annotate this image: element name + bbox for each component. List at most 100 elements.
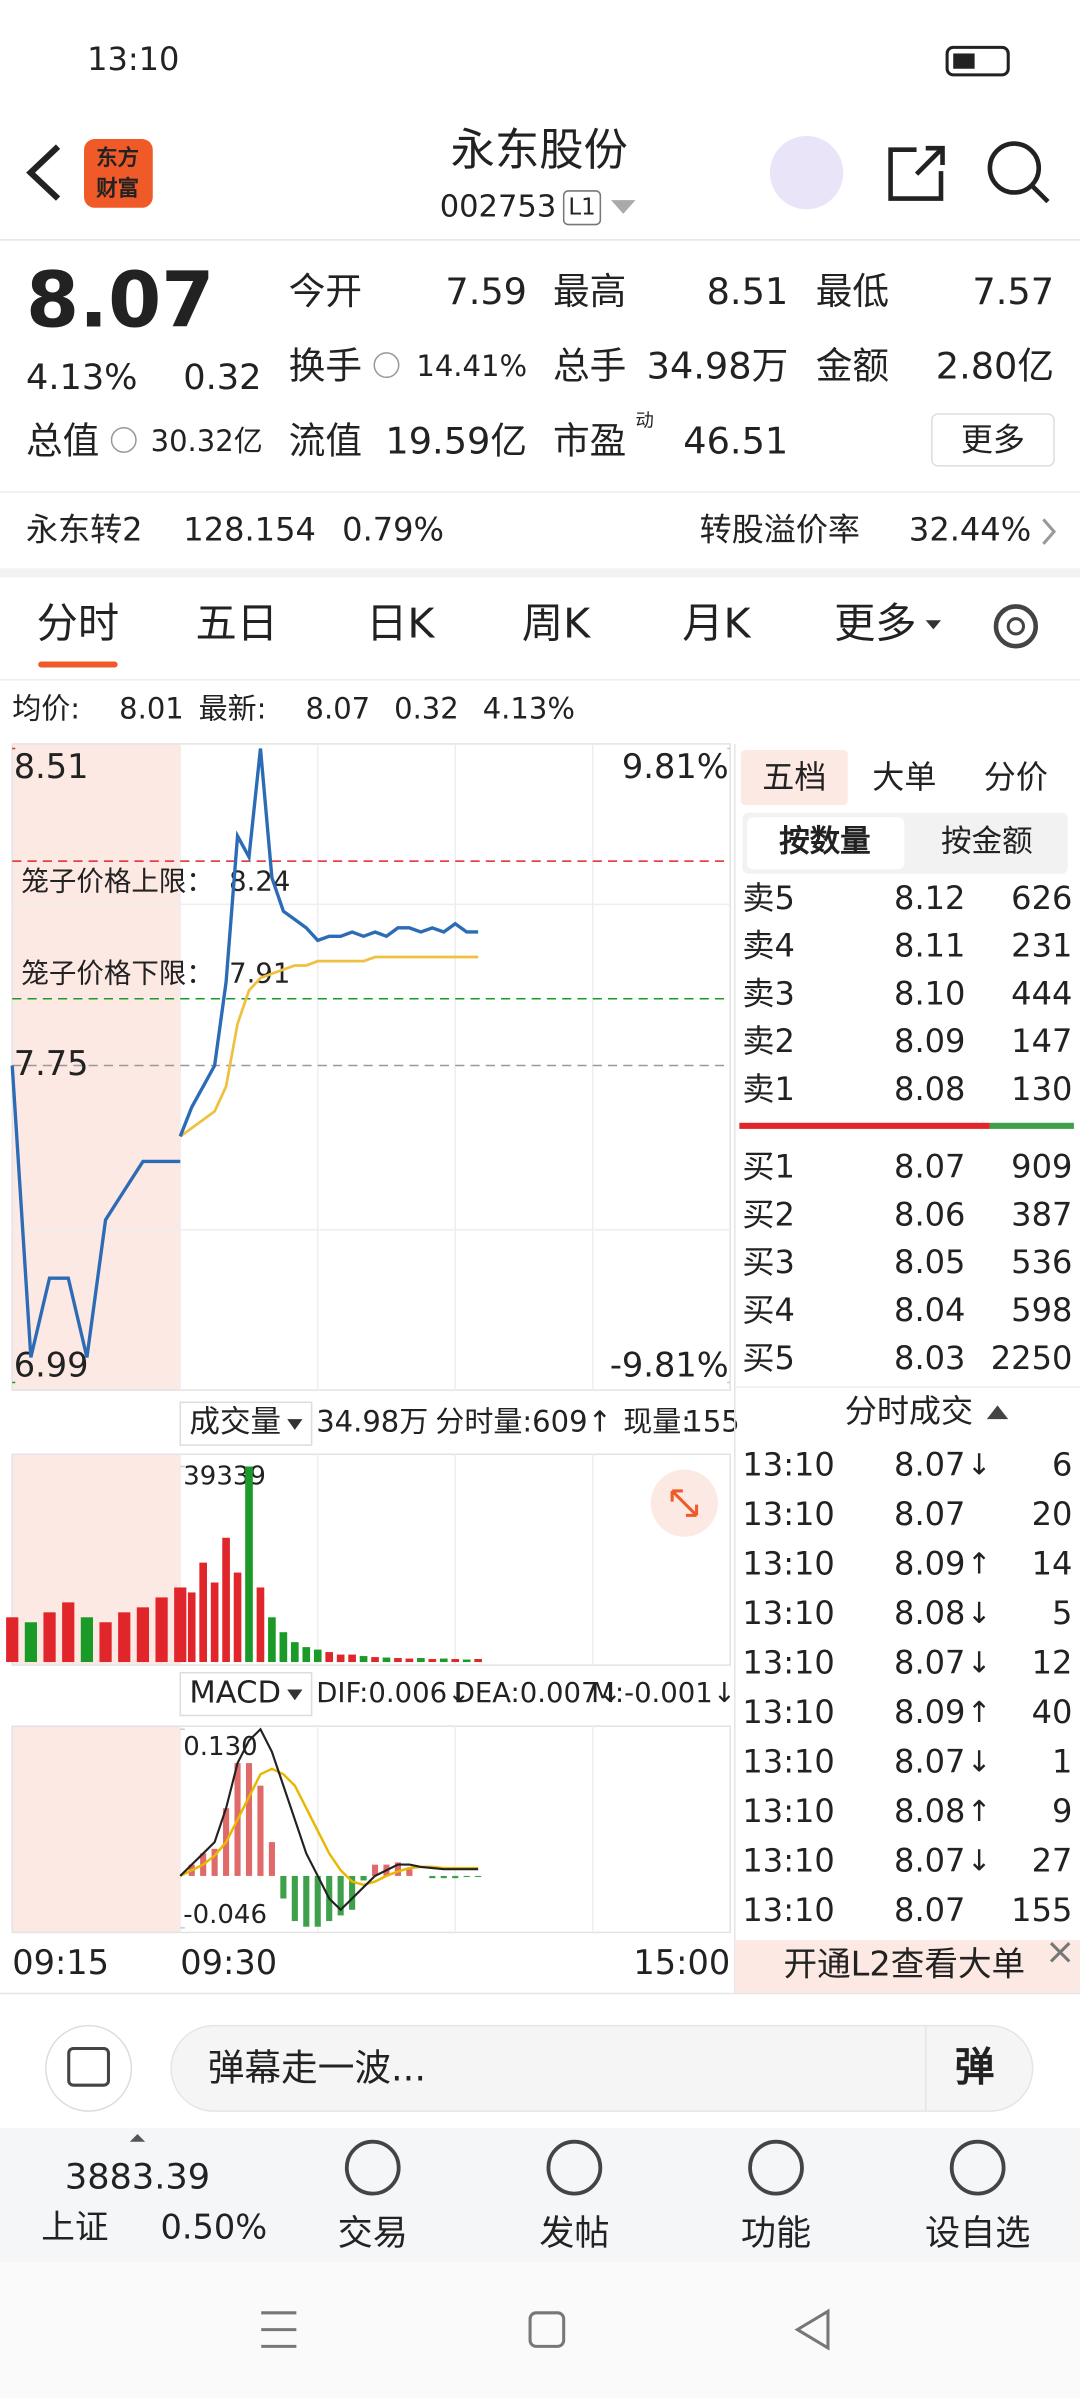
- trade-price: 8.08: [894, 1792, 965, 1830]
- nav-item[interactable]: 功能: [741, 2213, 811, 2254]
- volume-bar: [80, 1617, 94, 1663]
- menu-key[interactable]: [261, 2311, 297, 2348]
- logo-text: 东方: [96, 145, 139, 171]
- macd-label[interactable]: MACD: [189, 1676, 281, 1711]
- comment-icon[interactable]: [45, 2024, 133, 2112]
- settings-hole: [1006, 617, 1026, 636]
- book-qty: 626: [1011, 879, 1072, 917]
- tab[interactable]: 月K: [682, 599, 751, 647]
- book-tab[interactable]: 五档: [762, 758, 826, 796]
- volume-bar: [325, 1652, 334, 1663]
- chart-frame: [11, 1453, 731, 1666]
- book-price: 8.04: [894, 1291, 965, 1329]
- level-box: [562, 190, 602, 226]
- price: 8.07: [26, 257, 214, 346]
- macd-bar: [394, 1862, 401, 1876]
- info-icon: [110, 426, 137, 453]
- trade-time: 13:10: [742, 1693, 834, 1731]
- tab[interactable]: 周K: [522, 599, 591, 647]
- index-change[interactable]: 0.50%: [160, 2207, 267, 2246]
- volume-bar: [43, 1612, 56, 1663]
- sort-arrow: [986, 1405, 1009, 1420]
- book-price: 8.03: [894, 1339, 965, 1377]
- field-label: 市盈: [553, 420, 626, 463]
- trade-time: 13:10: [742, 1445, 834, 1483]
- nav-icon: [748, 2139, 804, 2196]
- sub-tab[interactable]: 按金额: [941, 825, 1033, 860]
- book-price: 8.07: [894, 1148, 965, 1186]
- volume-bar: [417, 1658, 425, 1663]
- more-button-text[interactable]: 更多: [961, 420, 1025, 458]
- macd-bar: [291, 1875, 298, 1922]
- trade-qty: 12: [1032, 1643, 1073, 1681]
- book-qty: 909: [1011, 1148, 1072, 1186]
- trade-arrow: ↑: [967, 1546, 991, 1580]
- y-tick-label: 7.75: [14, 1044, 89, 1083]
- back-button[interactable]: [26, 144, 61, 201]
- volume-bar: [176, 1602, 185, 1663]
- volume-bar: [382, 1657, 391, 1663]
- index-value[interactable]: 3883.39: [65, 2156, 210, 2197]
- banner-text[interactable]: 开通L2查看大单: [784, 1945, 1026, 1984]
- robot-icon[interactable]: [769, 135, 844, 210]
- close-icon[interactable]: [1049, 1942, 1071, 1963]
- y-tick-label: -0.046: [183, 1900, 267, 1930]
- comment-glyph: [67, 2046, 110, 2087]
- tab[interactable]: 分时: [37, 599, 119, 647]
- volume-bar: [359, 1656, 368, 1663]
- macd-bar: [475, 1875, 482, 1878]
- book-tab[interactable]: 分价: [984, 758, 1048, 796]
- volume-bar: [394, 1658, 402, 1663]
- volume-bar: [6, 1617, 19, 1663]
- comment-placeholder[interactable]: 弹幕走一波...: [208, 2046, 426, 2089]
- book-qty: 536: [1011, 1243, 1072, 1281]
- tab[interactable]: 日K: [366, 599, 435, 647]
- index-name[interactable]: 上证: [41, 2207, 108, 2246]
- trade-time: 13:10: [742, 1742, 834, 1780]
- tab[interactable]: 更多: [834, 599, 916, 647]
- volume-bar: [405, 1658, 414, 1663]
- trade-price: 8.07: [894, 1495, 965, 1533]
- volume-label[interactable]: 成交量: [189, 1405, 281, 1440]
- nav-item[interactable]: 交易: [338, 2213, 408, 2254]
- book-price: 8.12: [894, 879, 965, 917]
- avg-line: [179, 955, 479, 1138]
- field-value: 34.98万: [647, 345, 789, 388]
- book-label: 买4: [742, 1291, 794, 1329]
- volume-bar: [187, 1592, 196, 1663]
- book-price: 8.05: [894, 1243, 965, 1281]
- book-price: 8.08: [894, 1070, 965, 1108]
- settings-icon[interactable]: [993, 604, 1039, 649]
- search-handle: [1031, 184, 1050, 204]
- auction-line: [10, 1065, 181, 1358]
- field-label: 总值: [26, 420, 99, 463]
- latest-change: 0.32: [394, 691, 459, 725]
- share-icon[interactable]: [888, 145, 945, 201]
- change-pct: 4.13%: [26, 357, 138, 398]
- volume-bar: [474, 1659, 482, 1663]
- y-tick-label: 8.51: [14, 747, 89, 786]
- book-label: 买3: [742, 1243, 794, 1281]
- field-label: 总手: [553, 345, 626, 388]
- field-value: 14.41%: [416, 349, 527, 383]
- volume-current-label: 现量:: [623, 1405, 691, 1439]
- danmaku-button[interactable]: 弹: [955, 2044, 995, 2090]
- trade-qty: 1: [1052, 1742, 1072, 1780]
- back-key[interactable]: [794, 2308, 830, 2351]
- volume-bar: [371, 1657, 379, 1663]
- tab[interactable]: 五日: [196, 599, 278, 647]
- book-price: 8.09: [894, 1022, 965, 1060]
- trade-qty: 155: [1011, 1891, 1072, 1929]
- nav-item[interactable]: 设自选: [925, 2213, 1030, 2254]
- separator: [0, 568, 1080, 578]
- trade-arrow: ↓: [967, 1447, 991, 1481]
- status-time: 13:10: [87, 40, 179, 78]
- trade-qty: 6: [1052, 1445, 1072, 1483]
- macd-bar: [429, 1875, 436, 1879]
- avg-label: 均价:: [12, 691, 80, 725]
- book-tab[interactable]: 大单: [872, 758, 936, 796]
- nav-item[interactable]: 发帖: [539, 2213, 609, 2254]
- search-icon[interactable]: [987, 141, 1042, 195]
- sub-tab[interactable]: 按数量: [779, 825, 871, 860]
